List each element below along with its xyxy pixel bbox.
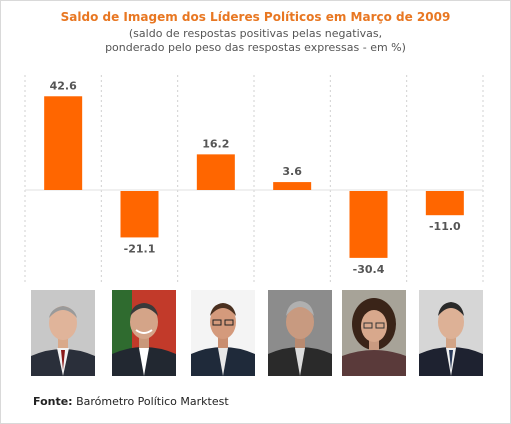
- bar-1: [44, 96, 83, 190]
- chart-title: Saldo de Imagem dos Líderes Políticos em…: [60, 10, 451, 24]
- bar-5: [349, 191, 388, 258]
- bar-6: [425, 191, 464, 216]
- value-label-1: 42.6: [50, 79, 77, 92]
- source-note: Fonte: Barómetro Político Marktest: [33, 395, 229, 408]
- value-label-6: -11.0: [429, 220, 461, 233]
- chart-subtitle-line-1: (saldo de respostas positivas pelas nega…: [128, 27, 383, 40]
- portrait-photo-1: [31, 290, 95, 376]
- value-label-2: -21.1: [124, 242, 156, 255]
- portrait-photo-6: [419, 290, 483, 376]
- value-label-4: 3.6: [282, 165, 302, 178]
- chart-subtitle-line-2: ponderado pelo peso das respostas expres…: [105, 41, 406, 54]
- value-label-3: 16.2: [202, 137, 229, 150]
- source-label: Fonte:: [33, 395, 73, 408]
- portrait-photo-4: [268, 290, 332, 376]
- bar-2: [120, 191, 159, 238]
- portrait-photo-5: [342, 290, 406, 376]
- bar-3: [196, 154, 235, 190]
- portrait-photo-2: [112, 290, 176, 376]
- bar-4: [273, 182, 312, 190]
- source-text: Barómetro Político Marktest: [76, 395, 229, 408]
- value-label-5: -30.4: [353, 263, 385, 276]
- bar-chart: 42.6 -21.1 16.2 3.6 -30.4 -11.0: [24, 75, 484, 282]
- portrait-photo-3: [191, 290, 255, 376]
